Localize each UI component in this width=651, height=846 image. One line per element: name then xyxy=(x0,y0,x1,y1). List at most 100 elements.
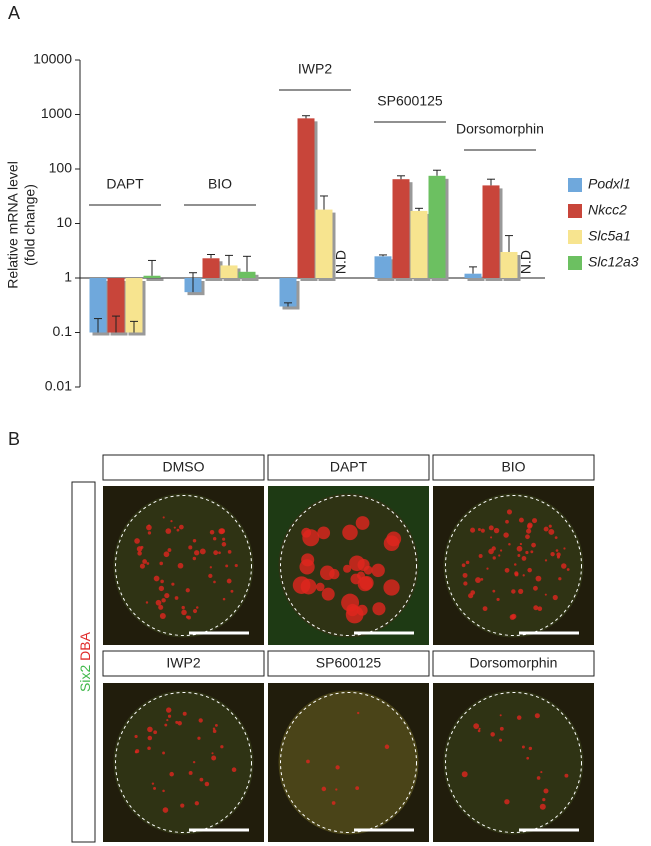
signal xyxy=(503,532,509,538)
signal xyxy=(350,573,362,585)
signal xyxy=(192,539,197,543)
signal xyxy=(506,509,513,515)
signal xyxy=(209,566,212,569)
signal xyxy=(142,559,147,564)
tissue xyxy=(113,493,254,638)
signal xyxy=(196,606,199,609)
signal xyxy=(134,734,138,739)
tissue xyxy=(278,690,419,835)
signal xyxy=(461,771,468,778)
signal xyxy=(521,745,525,749)
signal xyxy=(535,575,542,582)
signal xyxy=(226,578,232,584)
signal xyxy=(231,767,237,773)
signal xyxy=(137,551,142,556)
signal xyxy=(147,735,153,741)
signal xyxy=(139,563,145,569)
signal xyxy=(197,736,201,740)
signal xyxy=(211,755,217,761)
signal xyxy=(548,528,555,535)
image-label: IWP2 xyxy=(166,655,200,671)
signal xyxy=(499,714,502,717)
signal xyxy=(554,536,558,539)
signal xyxy=(462,572,468,578)
signal xyxy=(490,536,493,539)
signal xyxy=(177,562,184,569)
signal xyxy=(473,723,480,730)
signal xyxy=(335,788,338,791)
signal xyxy=(536,776,541,780)
signal xyxy=(521,556,527,561)
signal xyxy=(517,554,521,557)
signal xyxy=(292,576,311,594)
signal xyxy=(477,527,481,531)
signal xyxy=(182,711,187,716)
stain-six2: Six2 xyxy=(77,665,93,692)
signal xyxy=(542,798,546,802)
signal xyxy=(552,594,558,601)
signal xyxy=(194,801,199,806)
signal xyxy=(516,545,523,552)
y-tick-label: 1 xyxy=(64,269,72,285)
signal xyxy=(199,777,204,782)
signal xyxy=(167,548,172,552)
signal xyxy=(477,729,481,733)
legend-swatch xyxy=(568,230,582,244)
signal xyxy=(301,527,312,538)
signal xyxy=(214,723,218,727)
signal xyxy=(213,550,219,556)
signal xyxy=(461,563,466,568)
signal xyxy=(496,597,500,602)
group-label: BIO xyxy=(208,176,232,192)
signal xyxy=(342,524,358,541)
y-tick-label: 10 xyxy=(56,214,72,230)
bar xyxy=(482,185,500,278)
bar xyxy=(500,251,518,278)
bar xyxy=(279,278,297,307)
image-label-box xyxy=(102,650,265,677)
signal xyxy=(548,524,552,528)
signal xyxy=(166,707,172,713)
y-tick-label: 0.1 xyxy=(53,323,73,339)
signal xyxy=(490,732,495,737)
signal xyxy=(561,563,567,569)
signal xyxy=(315,582,325,592)
y-tick-label: 1000 xyxy=(41,105,72,121)
signal xyxy=(355,786,360,791)
signal xyxy=(140,545,144,549)
signal xyxy=(530,550,534,554)
stain-box xyxy=(71,481,96,843)
signal xyxy=(528,746,533,751)
bar xyxy=(315,209,333,278)
bar xyxy=(107,278,125,333)
signal xyxy=(504,567,510,573)
signal xyxy=(161,598,166,603)
outline xyxy=(115,495,252,636)
signal xyxy=(475,577,481,583)
signal xyxy=(478,554,483,558)
y-tick-label: 100 xyxy=(49,160,73,176)
signal xyxy=(480,578,484,581)
signal xyxy=(209,529,215,535)
signal xyxy=(153,575,160,582)
signal xyxy=(158,585,165,592)
legend-swatch xyxy=(568,178,582,192)
signal xyxy=(176,528,180,532)
signal xyxy=(534,713,540,719)
tissue xyxy=(113,690,254,835)
panel-label: B xyxy=(8,429,20,449)
signal xyxy=(556,555,561,559)
bar xyxy=(464,273,482,278)
signal xyxy=(499,726,504,731)
signal xyxy=(526,756,530,760)
signal xyxy=(566,568,570,571)
image-label: DAPT xyxy=(330,459,368,475)
signal xyxy=(550,551,555,557)
signal xyxy=(165,528,172,534)
signal xyxy=(558,577,562,581)
signal xyxy=(499,549,503,552)
signal xyxy=(522,574,525,577)
bar xyxy=(238,271,256,278)
group-label: IWP2 xyxy=(298,61,332,77)
signal xyxy=(234,563,238,568)
